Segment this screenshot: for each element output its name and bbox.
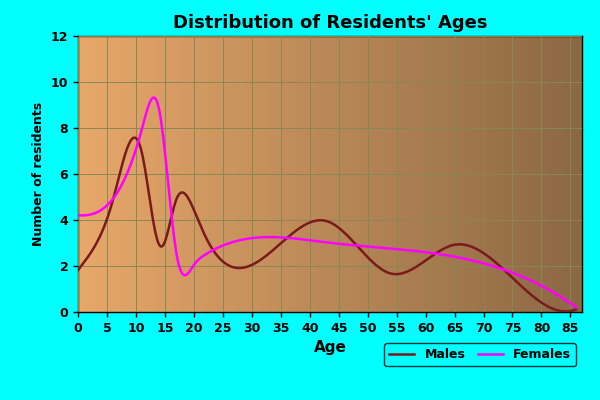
Line: Males: Males [78, 138, 576, 312]
Males [572, 307, 580, 312]
Females [372, 245, 379, 250]
Males [74, 268, 82, 273]
Legend: Males, Females: Males, Females [385, 344, 576, 366]
Females [484, 262, 491, 267]
Males [315, 218, 322, 223]
Males [563, 309, 570, 314]
Title: Distribution of Residents' Ages: Distribution of Residents' Ages [173, 14, 487, 32]
X-axis label: Age: Age [314, 340, 346, 355]
Females [345, 242, 352, 247]
Line: Females: Females [78, 98, 576, 307]
Females [150, 95, 157, 100]
Males [484, 253, 491, 258]
Males [562, 309, 569, 314]
Females [74, 213, 82, 218]
Females [315, 239, 322, 244]
Males [372, 262, 379, 267]
Males [345, 234, 352, 239]
Females [562, 297, 569, 302]
Females [312, 239, 319, 244]
Males [131, 135, 139, 140]
Y-axis label: Number of residents: Number of residents [32, 102, 45, 246]
Males [312, 218, 319, 223]
Females [572, 305, 580, 310]
